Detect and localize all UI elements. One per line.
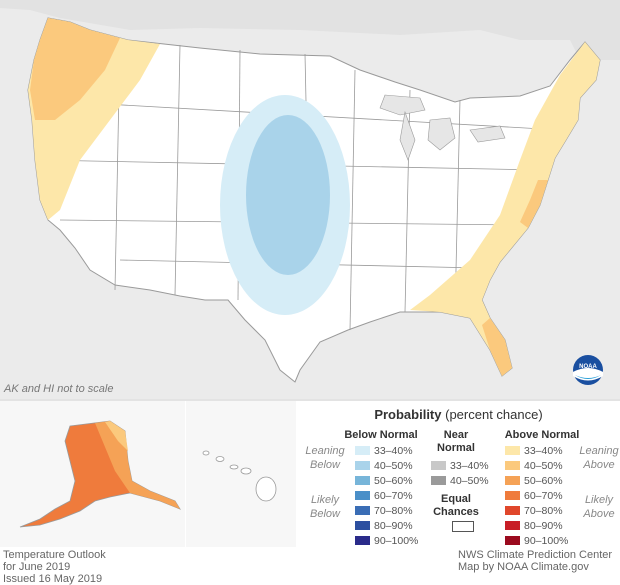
alaska-map xyxy=(19,420,181,528)
below-33-40-row: 33–40% xyxy=(355,445,413,457)
above-70-80-row: 70–80% xyxy=(505,505,563,517)
below-40-50-plains xyxy=(246,115,330,275)
map-divider xyxy=(0,399,620,401)
below-33-40-swatch xyxy=(355,446,370,455)
near-normal-header: Near Normal xyxy=(437,429,475,454)
below-40-50-row: 40–50% xyxy=(355,460,413,472)
above-60-70-row: 60–70% xyxy=(505,490,563,502)
near-33-40-row: 33–40% xyxy=(431,460,489,472)
above-leaning-east xyxy=(410,42,600,376)
footer-credit-cpc: NWS Climate Prediction Center xyxy=(458,549,613,561)
above-40-50-swatch xyxy=(505,461,520,470)
above-80-90-swatch xyxy=(505,521,520,530)
footer-credit: NWS Climate Prediction Center Map by NOA… xyxy=(458,549,616,573)
hawaii-islands xyxy=(202,450,277,502)
above-70-80-swatch xyxy=(505,506,520,515)
legend-title-sub: (percent chance) xyxy=(445,407,543,422)
likely-above-label: Likely Above xyxy=(583,494,615,520)
leaning-below-label: Leaning Below xyxy=(305,445,345,471)
below-90-100-swatch xyxy=(355,536,370,545)
leaning-above-label: Leaning Above xyxy=(579,445,619,471)
above-50-60-row: 50–60% xyxy=(505,475,563,487)
below-normal-header: Below Normal xyxy=(344,429,418,441)
hawaii-inset xyxy=(186,401,296,547)
alaska-above-50-60 xyxy=(95,421,180,509)
footer-credit-map: Map by NOAA Climate.gov xyxy=(458,561,589,573)
below-70-80-swatch xyxy=(355,506,370,515)
below-40-50-swatch xyxy=(355,461,370,470)
footer-caption: Temperature Outlook for June 2019 Issued… xyxy=(3,549,106,585)
footer-period: for June 2019 xyxy=(3,561,71,573)
below-90-100-row: 90–100% xyxy=(355,535,418,547)
legend-title: Probability (percent chance) xyxy=(297,407,620,422)
noaa-logo-text: NOAA xyxy=(579,364,597,370)
above-40-50-east xyxy=(482,180,548,376)
above-40-50-west xyxy=(30,18,120,120)
below-50-60-row: 50–60% xyxy=(355,475,413,487)
alaska-land xyxy=(19,420,181,528)
near-40-50-row: 40–50% xyxy=(431,475,489,487)
below-60-70-row: 60–70% xyxy=(355,490,413,502)
above-33-40-swatch xyxy=(505,446,520,455)
below-70-80-row: 70–80% xyxy=(355,505,413,517)
above-33-40-row: 33–40% xyxy=(505,445,563,457)
alaska-inset xyxy=(0,401,185,547)
conus-outlook-map: NOAA xyxy=(0,0,620,400)
likely-below-label: Likely Below xyxy=(310,494,340,520)
near-33-40-swatch xyxy=(431,461,446,470)
below-50-60-swatch xyxy=(355,476,370,485)
alaska-above-40-50 xyxy=(105,421,128,451)
great-lakes xyxy=(379,94,506,161)
above-40-50-row: 40–50% xyxy=(505,460,563,472)
below-60-70-swatch xyxy=(355,491,370,500)
legend-title-main: Probability xyxy=(374,407,442,422)
footer-issued: Issued 16 May 2019 xyxy=(3,573,103,585)
equal-chances-label: Equal Chances xyxy=(433,493,479,518)
footer-title: Temperature Outlook xyxy=(3,549,106,561)
equal-chances-swatch xyxy=(452,521,474,532)
below-80-90-swatch xyxy=(355,521,370,530)
below-80-90-row: 80–90% xyxy=(355,520,413,532)
scale-note: AK and HI not to scale xyxy=(4,383,114,395)
above-50-60-swatch xyxy=(505,476,520,485)
hawaii-map xyxy=(202,450,277,502)
canada-region xyxy=(0,0,620,60)
above-80-90-row: 80–90% xyxy=(505,520,563,532)
legend-panel: Probability (percent chance) Below Norma… xyxy=(297,401,620,547)
above-normal-header: Above Normal xyxy=(504,429,580,441)
above-90-100-swatch xyxy=(505,536,520,545)
near-40-50-swatch xyxy=(431,476,446,485)
above-90-100-row: 90–100% xyxy=(505,535,568,547)
above-60-70-swatch xyxy=(505,491,520,500)
noaa-logo-icon xyxy=(573,355,603,385)
